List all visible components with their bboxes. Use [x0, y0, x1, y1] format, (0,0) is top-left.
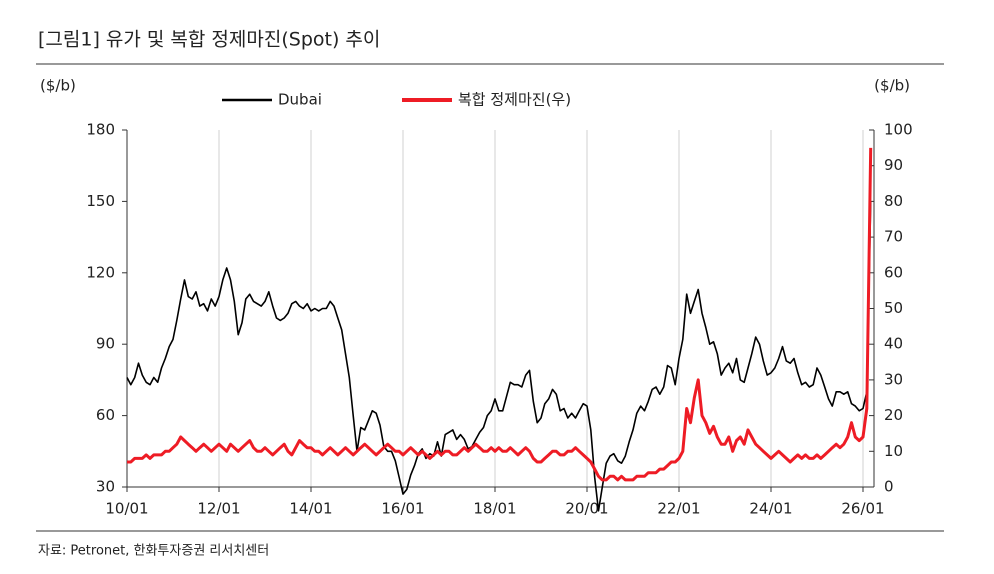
y2-tick-label: 60	[884, 263, 903, 281]
x-tick-label: 26/01	[841, 500, 884, 518]
x-tick-label: 12/01	[197, 500, 240, 518]
legend-label: Dubai	[278, 91, 322, 109]
y2-tick-label: 40	[884, 335, 903, 353]
y2-tick-label: 10	[884, 442, 903, 460]
y-tick-label: 60	[96, 406, 115, 424]
y-tick-label: 180	[86, 121, 115, 139]
x-tick-label: 16/01	[381, 500, 424, 518]
x-tick-label: 14/01	[289, 500, 332, 518]
y2-tick-label: 20	[884, 406, 903, 424]
y2-tick-label: 90	[884, 156, 903, 174]
y2-tick-label: 50	[884, 299, 903, 317]
y2-tick-label: 0	[884, 478, 894, 496]
x-tick-label: 22/01	[657, 500, 700, 518]
y2-tick-label: 100	[884, 121, 913, 139]
y-tick-label: 30	[96, 478, 115, 496]
chart-title: [그림1] 유가 및 복합 정제마진(Spot) 추이	[38, 29, 380, 51]
x-tick-label: 24/01	[749, 500, 792, 518]
source: 자료: Petronet, 한화투자증권 리서치센터	[38, 544, 269, 559]
y2-tick-label: 80	[884, 192, 903, 210]
x-tick-label: 18/01	[473, 500, 516, 518]
y2-tick-label: 70	[884, 228, 903, 246]
y2-axis-label: ($/b)	[874, 77, 910, 95]
y2-tick-label: 30	[884, 370, 903, 388]
y-axis-label: ($/b)	[40, 77, 76, 95]
series-line	[126, 201, 872, 512]
legend-label: 복합 정제마진(우)	[458, 91, 571, 109]
x-tick-label: 10/01	[105, 500, 148, 518]
x-tick-label: 20/01	[565, 500, 608, 518]
y-tick-label: 150	[86, 192, 115, 210]
y-tick-label: 90	[96, 335, 115, 353]
y-tick-label: 120	[86, 263, 115, 281]
series-line	[127, 147, 873, 482]
